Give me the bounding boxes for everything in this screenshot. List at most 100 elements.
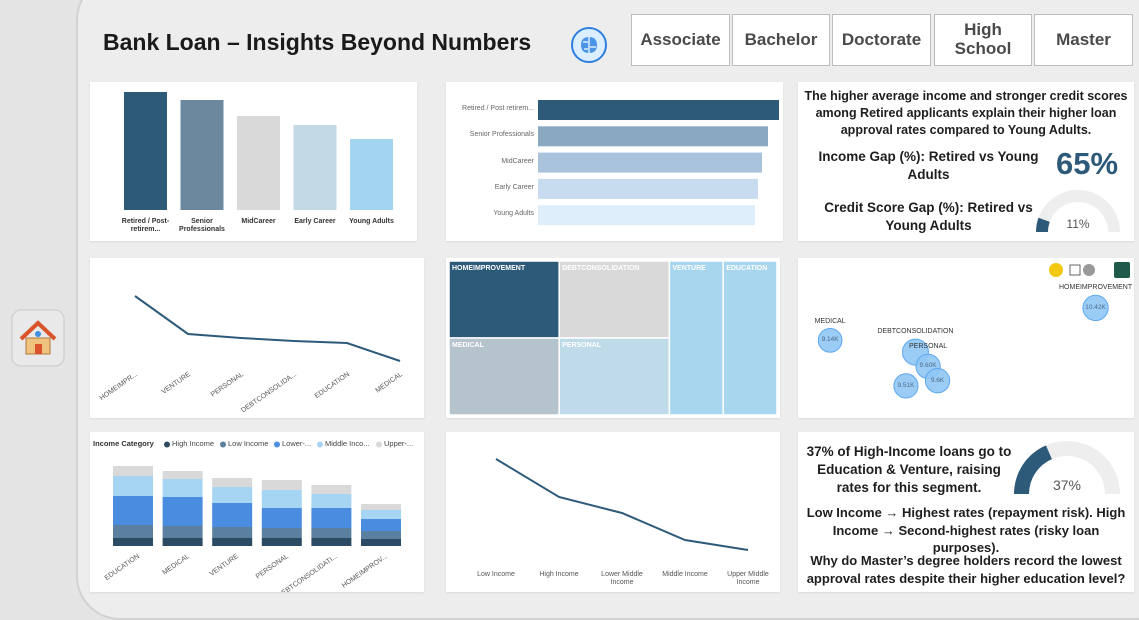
treemap-tile — [558, 260, 671, 339]
bar-chart — [124, 92, 393, 210]
bar-segment — [212, 527, 253, 538]
legend-label: Upper-... — [384, 439, 414, 448]
y-tick-label: Retired / Post retirem... — [462, 105, 534, 112]
bar-segment — [162, 497, 203, 526]
treemap-tile — [722, 260, 778, 416]
x-tick-label: MidCareer — [241, 218, 276, 225]
kpi-label: Income Gap (%): Retired vs Young Adults — [818, 149, 1039, 183]
insight-card: The higher average income and stronger c… — [798, 82, 1134, 241]
y-tick-label: Senior Professionals — [469, 131, 534, 139]
x-tick-label: Lower Middle Income — [601, 571, 643, 587]
x-tick-label: Middle Income — [662, 571, 708, 578]
insight-text: Why do Master’s degree holders record th… — [806, 553, 1126, 586]
bubble — [817, 328, 843, 353]
gauge-label: 37% — [1052, 477, 1082, 493]
bar-segment — [162, 471, 203, 479]
gauge-label: 11% — [1066, 217, 1090, 231]
kpi-label: Credit Score Gap (%): Retired vs Young A… — [824, 200, 1033, 234]
toolbar-icon[interactable] — [1049, 263, 1063, 277]
slicer-option[interactable]: Bachelor — [732, 14, 830, 66]
y-tick-label: Early Career — [494, 183, 534, 191]
slicer-option[interactable]: Associate — [631, 14, 730, 66]
gauge — [1036, 189, 1120, 232]
data-label: 9.6K — [930, 376, 945, 384]
bubble-name: DEBTCONSOLIDATION — [877, 328, 954, 336]
gauge-value — [1014, 445, 1052, 494]
tile-label: DEBTCONSOLIDATION — [562, 265, 640, 272]
bar-segment — [261, 480, 302, 490]
bar-segment — [361, 519, 401, 531]
bar-segment — [261, 508, 302, 528]
line-chart — [495, 458, 749, 551]
toolbar-icon[interactable] — [1083, 264, 1095, 276]
home-button[interactable] — [11, 309, 65, 367]
line — [134, 295, 401, 362]
data-label: 9.60K — [919, 362, 937, 370]
card: HOMEIMPR... VENTURE PERSONAL DEBTCONSOLIDA.… — [90, 258, 424, 418]
gauge-track — [1036, 189, 1120, 232]
brain-icon — [571, 27, 607, 63]
bar-segment — [361, 510, 401, 519]
card: Retired / Post-retirem... Senior Professi… — [90, 82, 417, 241]
treemap-tile — [448, 260, 560, 339]
bar-segment — [311, 485, 352, 494]
bar — [538, 178, 758, 199]
x-tick-label: Low Income — [477, 571, 515, 578]
card: HOMEIMPROVEMENT MEDICAL DEBTCONSOLIDATION P… — [446, 258, 780, 418]
legend-swatch — [274, 441, 280, 448]
bar-segment — [113, 525, 153, 538]
bar-segment — [261, 538, 302, 546]
insight-card: 37% of High-Income loans go to Education… — [798, 432, 1134, 592]
dashboard-title: Bank Loan – Insights Beyond Numbers — [103, 29, 532, 55]
treemap-tile — [668, 260, 724, 416]
slicer-option[interactable]: Master — [1034, 14, 1133, 66]
bar-segment — [162, 538, 203, 546]
bar-segment — [212, 478, 253, 487]
y-tick-label: MidCareer — [501, 157, 534, 165]
tile-label: EDUCATION — [726, 265, 768, 272]
card: HOMEIMPROVEMENT 10.42K MEDICAL 9.14K DEBTCON… — [798, 258, 1134, 418]
data-label: 9.51K — [897, 381, 915, 389]
insight-text: The higher average income and stronger c… — [804, 89, 1128, 137]
insight-text: Low Income → Highest rates (repayment ri… — [806, 505, 1126, 556]
bar-segment — [361, 531, 401, 539]
legend-swatch — [164, 441, 170, 448]
bubble — [1082, 294, 1109, 322]
bar-segment — [113, 466, 153, 476]
x-tick-label: Retired / Post-retirem... — [121, 218, 170, 234]
slicer-option[interactable]: Doctorate — [832, 14, 931, 66]
bar-segment — [113, 496, 153, 525]
bar-segment — [311, 528, 352, 538]
card: Income Category High Income Low Income Lowe… — [90, 432, 424, 592]
bar — [538, 205, 755, 226]
bar — [538, 126, 768, 147]
bar-segment — [212, 503, 253, 527]
toolbar-icon[interactable] — [1114, 262, 1130, 278]
tile-label: PERSONAL — [562, 342, 602, 349]
toolbar-icon[interactable] — [1069, 264, 1081, 276]
bubble-chart — [817, 262, 1130, 399]
legend-label: Middle Inco... — [325, 439, 370, 448]
legend-swatch — [220, 441, 226, 448]
bar-segment — [212, 487, 253, 503]
x-tick-label: Young Adults — [349, 218, 394, 225]
x-tick-label: Early Career — [294, 218, 336, 225]
bar — [237, 116, 280, 210]
legend-title: Income Category — [93, 439, 154, 448]
line-chart — [134, 295, 401, 362]
treemap — [448, 260, 778, 416]
bar — [350, 139, 393, 210]
bar-segment — [311, 538, 352, 546]
legend-label: High Income — [172, 439, 215, 448]
bar-segment — [361, 504, 401, 510]
x-tick-label: Senior Professionals — [179, 218, 225, 234]
bar-segment — [113, 476, 153, 496]
slicer-option[interactable]: High School — [934, 14, 1032, 66]
gauge — [1014, 440, 1120, 494]
bar-segment — [361, 539, 401, 546]
hbar-chart — [538, 100, 779, 226]
legend-swatch — [376, 441, 382, 448]
bar — [538, 152, 762, 173]
legend-label: Low Income — [228, 439, 269, 448]
